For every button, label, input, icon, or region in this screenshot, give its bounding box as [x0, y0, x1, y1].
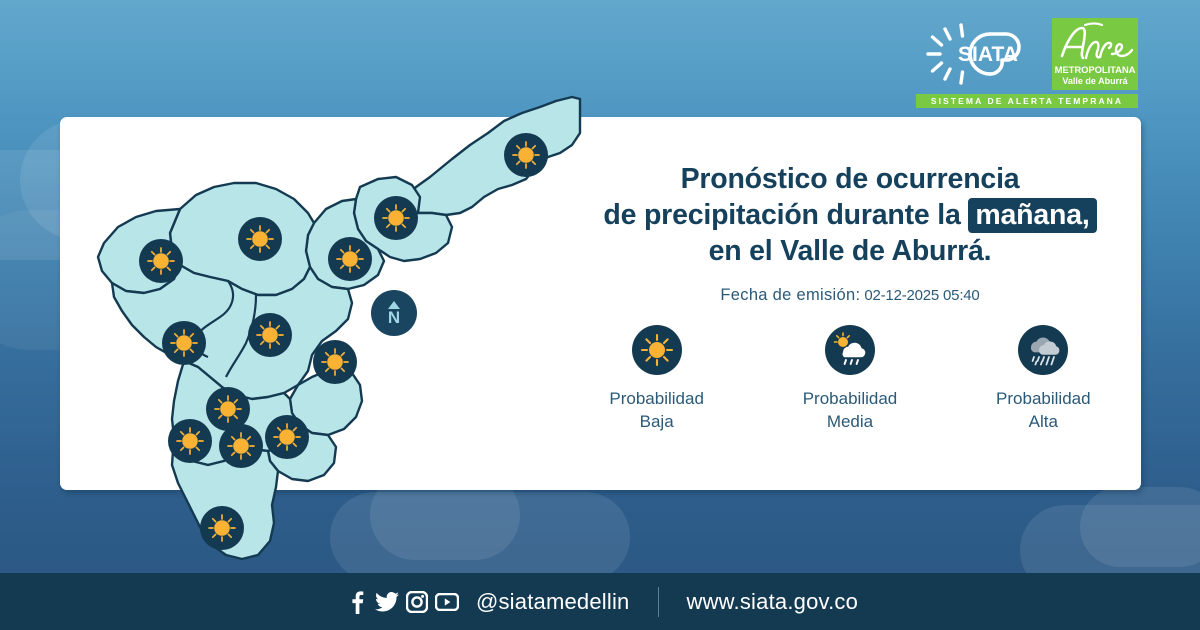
- compass-north-label: N: [387, 308, 401, 327]
- content-card: N Pronóstico de ocurrencia de precipitac…: [60, 95, 1141, 561]
- station-sun-icon: [374, 196, 418, 240]
- station-sun-icon: [162, 321, 206, 365]
- station-sun-icon: [313, 340, 357, 384]
- municipality-medellin: [110, 263, 354, 401]
- legend-label-media-line1: Probabilidad: [802, 389, 898, 408]
- municipality-envigado: [288, 367, 364, 437]
- sun-icon: [382, 204, 410, 232]
- siata-logo: SIATA: [926, 23, 1021, 85]
- website-url[interactable]: www.siata.gov.co: [686, 588, 859, 614]
- station-sun-icon: [200, 506, 244, 550]
- area-metropolitana-logo: METROPOLITANA Valle de Aburrá: [1052, 18, 1138, 90]
- title-line-2-text: de precipitación durante la: [603, 199, 961, 231]
- facebook-icon: [352, 590, 364, 614]
- station-sun-icon: [265, 415, 309, 459]
- title-line-2: de precipitación durante la mañana,: [560, 197, 1140, 233]
- facebook-link[interactable]: [342, 589, 372, 615]
- legend-label-alta-line2: Alta: [1028, 412, 1058, 431]
- logo-band: SIATA METROPOLITANA Valle de Aburrá SIST…: [916, 18, 1138, 110]
- station-sun-icon: [219, 424, 263, 468]
- sun-icon: [512, 141, 540, 169]
- legend-label-media: Probabilidad Media: [803, 387, 898, 433]
- legend-item-alta: Probabilidad Alta: [955, 325, 1131, 433]
- youtube-icon: [434, 592, 459, 611]
- background-cloud: [330, 492, 630, 582]
- forecast-text-block: Pronóstico de ocurrencia de precipitació…: [560, 161, 1140, 305]
- municipality-sabaneta: [266, 423, 338, 483]
- municipality-shapes: [96, 95, 582, 561]
- municipality-noroccidente: [96, 207, 182, 295]
- cloud-rain-icon: [1031, 337, 1060, 366]
- municipality-barbosa: [400, 95, 582, 217]
- title-line-1: Pronóstico de ocurrencia: [680, 163, 1020, 195]
- sun-icon: [208, 514, 236, 542]
- station-sun-icon: [248, 313, 292, 357]
- title-line-3: en el Valle de Aburrá.: [708, 235, 992, 267]
- twitter-link[interactable]: [372, 589, 402, 615]
- social-handle[interactable]: @siatamedellin: [475, 588, 630, 614]
- municipality-bello: [168, 181, 316, 297]
- instagram-link[interactable]: [402, 589, 432, 615]
- probability-legend: Probabilidad Baja: [560, 325, 1140, 433]
- valle-de-aburra-map: N: [60, 37, 582, 561]
- station-sun-icon: [206, 387, 250, 431]
- legend-item-baja: Probabilidad Baja: [569, 325, 745, 433]
- sun-icon: [256, 321, 284, 349]
- emission-date-value: 02-12-2025 05:40: [864, 287, 980, 304]
- legend-label-baja: Probabilidad Baja: [609, 387, 704, 433]
- municipality-itagui: [228, 391, 302, 453]
- twitter-icon: [374, 591, 399, 611]
- sun-icon: [273, 423, 301, 451]
- instagram-icon: [405, 590, 428, 613]
- legend-label-alta: Probabilidad Alta: [996, 387, 1091, 433]
- area-logo-line2: Valle de Aburrá: [1062, 76, 1128, 86]
- emission-date-row: Fecha de emisión: 02-12-2025 05:40: [560, 286, 1140, 305]
- area-logo-line1: METROPOLITANA: [1054, 65, 1136, 76]
- sun-icon: [147, 247, 175, 275]
- municipality-girardota: [352, 175, 454, 263]
- sun-icon: [170, 329, 198, 357]
- legend-label-media-line2: Media: [826, 412, 874, 431]
- compass-rose-icon: N: [371, 290, 417, 336]
- legend-item-media: Probabilidad Media: [762, 325, 938, 433]
- page-title: Pronóstico de ocurrencia de precipitació…: [560, 161, 1140, 269]
- area-script-mark: [1060, 22, 1134, 60]
- legend-label-baja-line1: Probabilidad: [609, 389, 704, 408]
- station-sun-icon: [139, 239, 183, 283]
- siata-tagline: SISTEMA DE ALERTA TEMPRANA: [916, 94, 1138, 108]
- station-sun-icon: [504, 133, 548, 177]
- municipality-inner-boundary: [193, 280, 235, 359]
- footer-divider: [657, 586, 659, 617]
- sun-icon: [640, 333, 673, 367]
- sun-rain-icon: [833, 332, 866, 365]
- legend-icon-alta: [1018, 325, 1069, 375]
- footer-bar: @siatamedellin www.siata.gov.co: [0, 573, 1200, 630]
- station-sun-icon: [238, 217, 282, 261]
- legend-icon-media: [824, 325, 875, 375]
- municipality-copacabana: [304, 197, 386, 291]
- sun-icon: [321, 348, 349, 376]
- municipality-la-estrella: [170, 359, 242, 467]
- sun-icon: [214, 395, 242, 423]
- period-highlight: mañana,: [968, 198, 1097, 233]
- sun-icon: [227, 432, 255, 460]
- legend-label-baja-line2: Baja: [639, 412, 674, 431]
- sun-icon: [176, 427, 204, 455]
- municipality-caldas: [170, 435, 280, 561]
- background-cloud: [1080, 487, 1200, 567]
- sun-icon: [336, 245, 364, 273]
- footer-content: @siatamedellin www.siata.gov.co: [342, 586, 859, 617]
- station-sun-icon: [328, 237, 372, 281]
- legend-label-alta-line1: Probabilidad: [996, 389, 1091, 408]
- station-sun-icon: [168, 419, 212, 463]
- siata-wordmark: SIATA: [958, 43, 1018, 66]
- emission-date-label: Fecha de emisión:: [720, 286, 861, 304]
- map-svg: [96, 95, 582, 561]
- legend-icon-baja: [631, 325, 682, 375]
- municipality-inner-boundary: [225, 294, 258, 378]
- youtube-link[interactable]: [432, 589, 462, 615]
- sun-icon: [246, 225, 274, 253]
- compass-north-arrow-icon: [388, 301, 400, 309]
